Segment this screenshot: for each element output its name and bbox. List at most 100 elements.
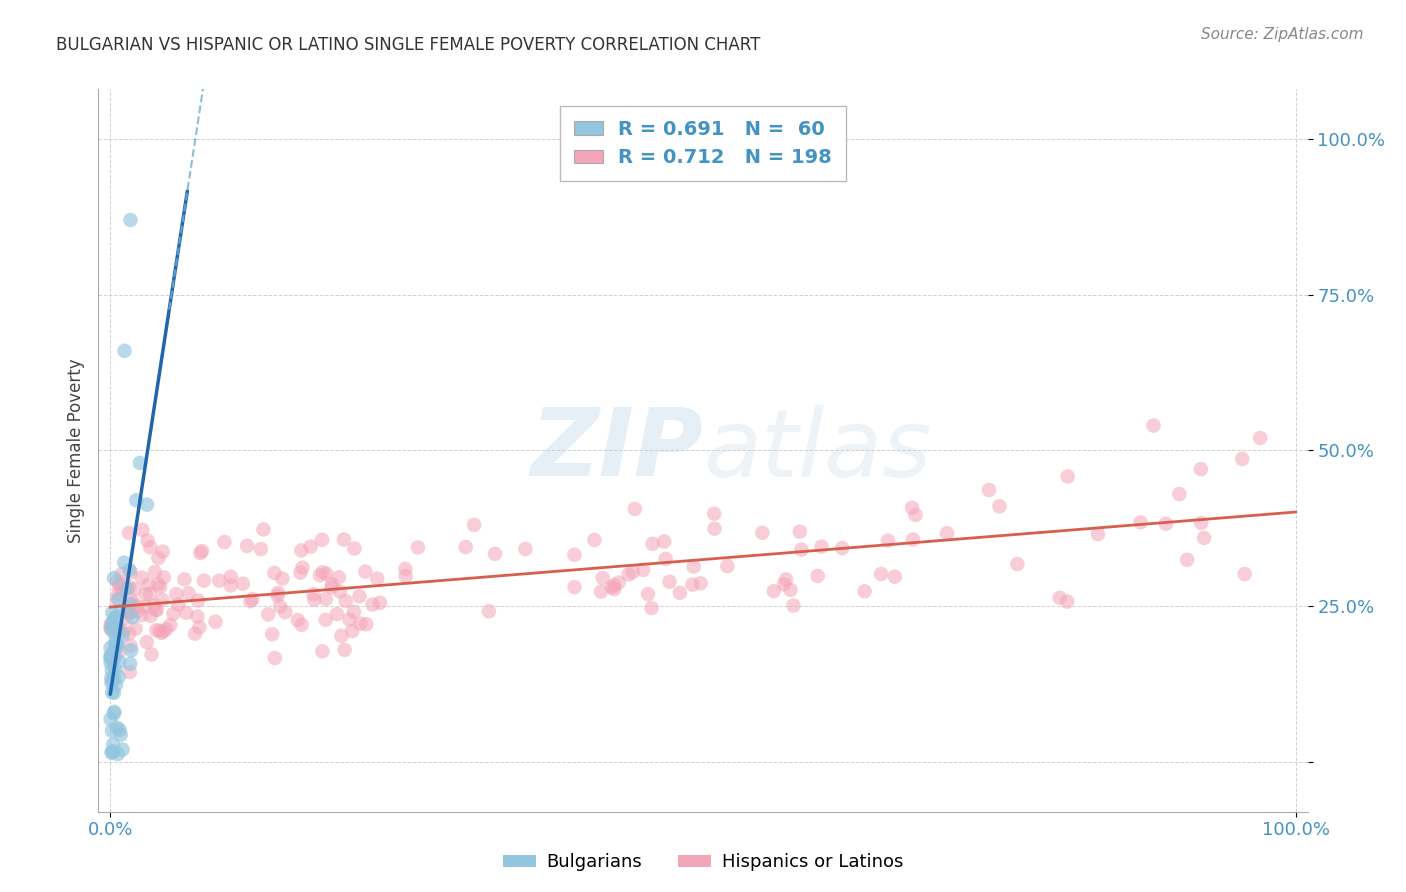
Point — [583, 533, 606, 547]
Legend: Bulgarians, Hispanics or Latinos: Bulgarians, Hispanics or Latinos — [496, 847, 910, 879]
Point — [136, 533, 159, 548]
Point — [107, 638, 129, 652]
Point — [463, 517, 485, 532]
Point — [103, 671, 125, 685]
Point — [640, 601, 662, 615]
Point — [1232, 452, 1254, 467]
Point — [134, 599, 156, 614]
Point — [250, 542, 273, 557]
Point — [153, 570, 176, 584]
Point — [564, 580, 586, 594]
Point — [105, 641, 128, 656]
Point — [1056, 594, 1078, 608]
Point — [589, 584, 612, 599]
Point — [349, 590, 371, 604]
Point — [751, 525, 773, 540]
Point — [114, 611, 136, 625]
Point — [309, 568, 332, 582]
Point — [104, 650, 127, 665]
Point — [291, 560, 314, 574]
Point — [118, 563, 141, 577]
Point — [100, 640, 122, 655]
Point — [1154, 516, 1177, 531]
Point — [120, 566, 142, 580]
Point — [321, 577, 343, 591]
Point — [263, 651, 285, 665]
Point — [703, 507, 725, 521]
Point — [105, 721, 128, 735]
Point — [110, 728, 132, 742]
Point — [145, 623, 167, 637]
Point — [101, 723, 124, 738]
Point — [564, 548, 586, 562]
Point — [100, 651, 122, 665]
Point — [124, 582, 146, 596]
Point — [100, 648, 122, 663]
Point — [101, 615, 124, 630]
Point — [105, 574, 128, 588]
Point — [120, 606, 142, 620]
Point — [118, 597, 141, 611]
Point — [339, 612, 361, 626]
Point — [100, 656, 122, 670]
Point — [343, 541, 366, 556]
Point — [129, 456, 152, 470]
Point — [152, 624, 174, 639]
Point — [101, 738, 124, 752]
Point — [103, 705, 125, 719]
Point — [103, 643, 125, 657]
Point — [1192, 531, 1215, 545]
Point — [343, 605, 366, 619]
Point — [219, 578, 242, 592]
Point — [1049, 591, 1071, 605]
Point — [101, 674, 124, 689]
Point — [240, 592, 263, 607]
Point — [204, 615, 226, 629]
Point — [641, 537, 664, 551]
Point — [236, 539, 259, 553]
Point — [354, 565, 377, 579]
Point — [141, 648, 163, 662]
Point — [214, 535, 236, 549]
Point — [145, 603, 167, 617]
Point — [104, 635, 127, 649]
Point — [637, 587, 659, 601]
Point — [108, 723, 131, 737]
Point — [148, 551, 170, 566]
Point — [118, 525, 141, 540]
Point — [232, 576, 254, 591]
Point — [271, 572, 294, 586]
Point — [100, 712, 122, 726]
Point — [877, 533, 900, 548]
Point — [515, 541, 537, 556]
Point — [105, 678, 128, 692]
Point — [104, 637, 127, 651]
Point — [631, 563, 654, 577]
Point — [131, 571, 153, 585]
Point — [101, 653, 124, 667]
Text: ZIP: ZIP — [530, 404, 703, 497]
Point — [682, 559, 704, 574]
Point — [853, 584, 876, 599]
Point — [121, 610, 143, 624]
Point — [831, 541, 853, 555]
Point — [101, 623, 124, 637]
Point — [143, 565, 166, 579]
Point — [101, 685, 124, 699]
Point — [652, 534, 675, 549]
Point — [174, 606, 197, 620]
Point — [191, 544, 214, 558]
Point — [100, 617, 122, 632]
Point — [703, 522, 725, 536]
Point — [105, 610, 128, 624]
Point — [120, 213, 142, 227]
Point — [291, 618, 314, 632]
Point — [394, 562, 416, 576]
Point — [302, 587, 325, 601]
Point — [762, 584, 785, 599]
Point — [100, 649, 122, 664]
Point — [621, 565, 644, 579]
Point — [716, 559, 738, 574]
Point — [135, 635, 157, 649]
Point — [315, 566, 337, 581]
